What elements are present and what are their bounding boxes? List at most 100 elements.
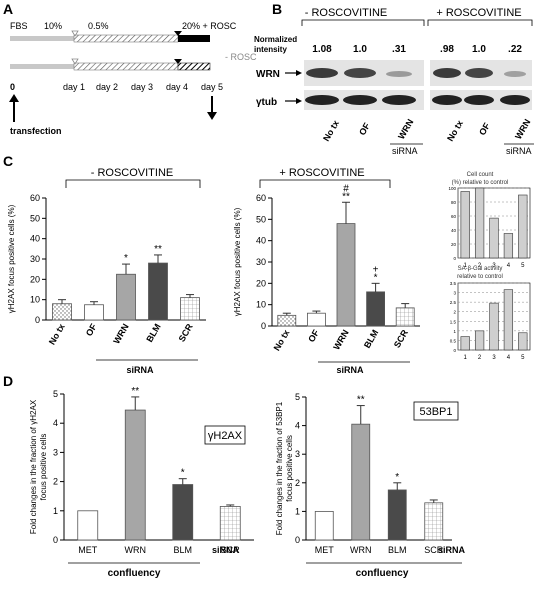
y-tick-label: 20 — [256, 278, 266, 288]
y-tick-label: 10 — [30, 295, 40, 305]
inset-tick-label: 2 — [453, 310, 456, 315]
category-label: WRN — [350, 545, 372, 555]
inset-category-label: 1 — [464, 355, 468, 361]
inset-bar — [503, 289, 514, 351]
inset-category-label: 1 — [464, 263, 468, 269]
band — [432, 95, 462, 105]
y-axis-label: Fold changes in the fraction of γH2AX — [29, 399, 38, 534]
inset-tick-label: 20 — [451, 242, 457, 247]
minus-rosc-header: - ROSCOVITINE — [305, 7, 388, 19]
category-label: OF — [84, 322, 99, 338]
significance-mark: * — [124, 253, 128, 264]
plus-rosc-header: + ROSCOVITINE — [436, 7, 521, 19]
western-blot-panel: - ROSCOVITINE + ROSCOVITINE Normalized i… — [254, 7, 534, 156]
lane-label: No tx — [445, 119, 465, 143]
sirna-label: siRNA — [438, 545, 466, 555]
panel-label-a: A — [3, 1, 13, 17]
inset-tick-label: 100 — [448, 186, 456, 191]
timeline-panel: FBS 10% 0.5% 20% + ROSC - ROSC 0 day 1 d… — [9, 21, 257, 136]
significance-mark: * — [181, 468, 185, 479]
minus-rosc-label: - ROSC — [225, 52, 257, 62]
inset-tick-label: 40 — [451, 228, 457, 233]
lane-label: WRN — [396, 117, 415, 141]
triangle-marker-4 — [174, 59, 182, 64]
lane-label: No tx — [321, 119, 341, 143]
band — [465, 68, 493, 78]
category-label: BLM — [388, 545, 407, 555]
bar-05pct — [73, 34, 179, 43]
triangle-marker-1 — [71, 30, 79, 37]
y-tick-label: 1 — [53, 506, 58, 516]
norm-value: .98 — [440, 44, 454, 55]
category-label: MET — [78, 545, 98, 555]
category-label: No tx — [47, 322, 67, 346]
band — [344, 68, 376, 78]
day-label: day 3 — [131, 82, 153, 92]
lane-label: WRN — [513, 117, 532, 141]
normalized-label: Normalized — [254, 35, 297, 44]
bar2-10pct — [10, 64, 74, 69]
day-label: day 2 — [96, 82, 118, 92]
c-minus-header: - ROSCOVITINE — [91, 167, 174, 179]
bar — [180, 297, 200, 321]
harvest-arrowhead — [207, 112, 217, 120]
y-tick-label: 3 — [53, 447, 58, 457]
transfection-arrowhead — [9, 94, 19, 102]
inset-bar — [474, 187, 485, 259]
row-label-wrn: WRN — [256, 69, 280, 80]
y-axis-label: focus positive cells — [39, 434, 48, 501]
inset-category-label: 4 — [507, 263, 511, 269]
significance-mark: ** — [131, 386, 139, 397]
bar — [219, 506, 241, 541]
inset-category-label: 2 — [478, 263, 482, 269]
norm-value: 1.0 — [472, 44, 486, 55]
band — [386, 71, 412, 77]
category-label: No tx — [272, 328, 292, 352]
lane-label: OF — [477, 121, 492, 137]
inset-tick-label: 1 — [453, 329, 456, 334]
legend-box-53bp1 — [413, 401, 459, 421]
inset-bar — [518, 194, 528, 259]
y-tick-label: 4 — [295, 421, 300, 431]
y-tick-label: 1 — [295, 506, 300, 516]
y-axis-label: focus positive cells — [285, 435, 294, 502]
panel-label-b: B — [272, 1, 282, 17]
y-tick-label: 0 — [53, 535, 58, 545]
sirna-group-label: siRNA — [126, 365, 154, 375]
band — [504, 71, 526, 77]
y-tick-label: 30 — [30, 254, 40, 264]
c-minus-bracket — [65, 179, 201, 188]
bar2-minus-rosc — [177, 62, 211, 71]
panel-label-d: D — [3, 373, 13, 389]
inset-bar — [489, 302, 499, 351]
significance-mark: ** — [154, 244, 162, 255]
y-tick-label: 60 — [30, 193, 40, 203]
day-label: day 4 — [166, 82, 188, 92]
bar — [351, 423, 371, 541]
y-tick-label: 40 — [256, 236, 266, 246]
inset-title-1b: (%) relative to control — [452, 180, 509, 186]
y-tick-label: 0 — [35, 315, 40, 325]
category-label: BLM — [362, 328, 380, 350]
day-label: 0 — [10, 82, 15, 92]
bar — [172, 484, 194, 541]
significance-mark: + — [373, 264, 379, 275]
bar — [366, 291, 386, 327]
c-plus-header: + ROSCOVITINE — [279, 167, 364, 179]
bar — [116, 273, 136, 321]
legend-text-53bp1: 53BP1 — [419, 406, 452, 418]
inset-bar — [460, 336, 470, 351]
intensity-label: intensity — [254, 45, 287, 54]
triangle-marker-3 — [71, 58, 79, 65]
bar — [77, 510, 99, 541]
inset-bar — [489, 217, 499, 259]
arrowhead-tubulin — [296, 98, 302, 104]
bar — [124, 409, 146, 541]
day-label: day 1 — [63, 82, 85, 92]
inset-title-1a: Cell count — [467, 172, 494, 178]
inset-tick-label: 0.5 — [450, 338, 457, 343]
y-tick-label: 20 — [30, 274, 40, 284]
y-tick-label: 30 — [256, 257, 266, 267]
inset-bar — [503, 233, 514, 259]
